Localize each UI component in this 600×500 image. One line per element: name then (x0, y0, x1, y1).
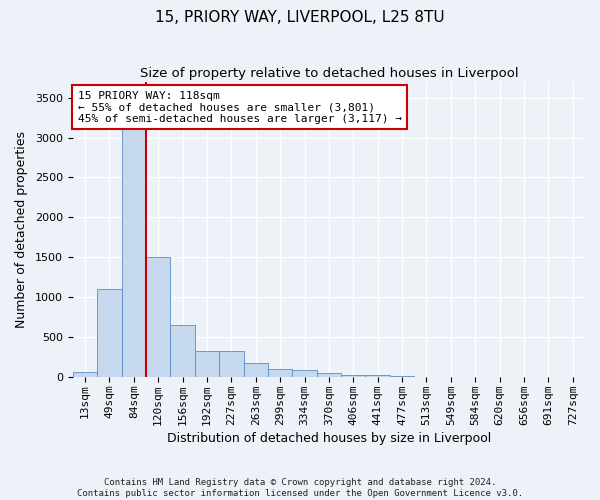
Bar (268, 369, 292, 377)
Bar (97, 289, 122, 377)
Text: 15 PRIORY WAY: 118sqm
← 55% of detached houses are smaller (3,801)
45% of semi-d: 15 PRIORY WAY: 118sqm ← 55% of detached … (78, 90, 402, 124)
Bar (73, 372, 97, 377)
Bar (390, 376, 414, 377)
Bar (219, 352, 244, 377)
Bar (122, 102, 146, 377)
Bar (365, 376, 390, 377)
Bar (341, 374, 365, 377)
Text: Contains HM Land Registry data © Crown copyright and database right 2024.
Contai: Contains HM Land Registry data © Crown c… (77, 478, 523, 498)
Bar (292, 370, 317, 377)
Title: Size of property relative to detached houses in Liverpool: Size of property relative to detached ho… (140, 68, 518, 80)
Y-axis label: Number of detached properties: Number of detached properties (15, 131, 28, 328)
Bar (170, 325, 195, 377)
Bar (195, 352, 219, 377)
X-axis label: Distribution of detached houses by size in Liverpool: Distribution of detached houses by size … (167, 432, 491, 445)
Text: 15, PRIORY WAY, LIVERPOOL, L25 8TU: 15, PRIORY WAY, LIVERPOOL, L25 8TU (155, 10, 445, 25)
Bar (244, 363, 268, 377)
Bar (146, 257, 170, 377)
Bar (317, 373, 341, 377)
